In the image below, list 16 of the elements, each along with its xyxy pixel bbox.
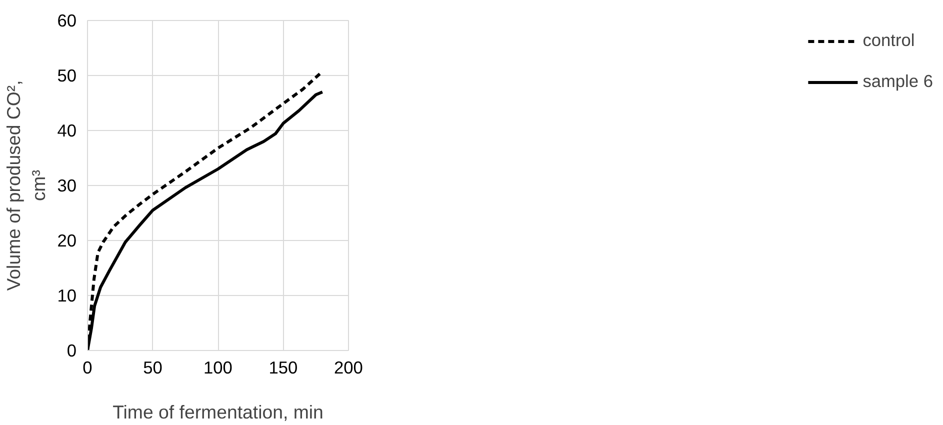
x-tick-label: 50 (143, 358, 162, 378)
y-tick-label: 50 (57, 66, 77, 86)
legend-label: sample 6 (862, 71, 933, 92)
y-tick-label: 60 (57, 10, 77, 30)
y-tick-label: 10 (57, 286, 77, 306)
y-tick-label: 30 (57, 176, 77, 196)
y-tick-label: 40 (57, 120, 77, 140)
y-axis-title: Volume of prodused CO², cm³ (3, 80, 50, 291)
x-tick-label: 150 (268, 358, 298, 378)
y-tick-label: 0 (66, 340, 77, 360)
x-axis-title: Time of fermentation, min (112, 402, 324, 422)
legend-label: control (862, 30, 915, 51)
x-tick-label: 200 (334, 358, 363, 378)
x-tick-label: 0 (82, 358, 92, 378)
y-tick-label: 20 (57, 230, 77, 250)
x-tick-label: 100 (204, 358, 232, 378)
